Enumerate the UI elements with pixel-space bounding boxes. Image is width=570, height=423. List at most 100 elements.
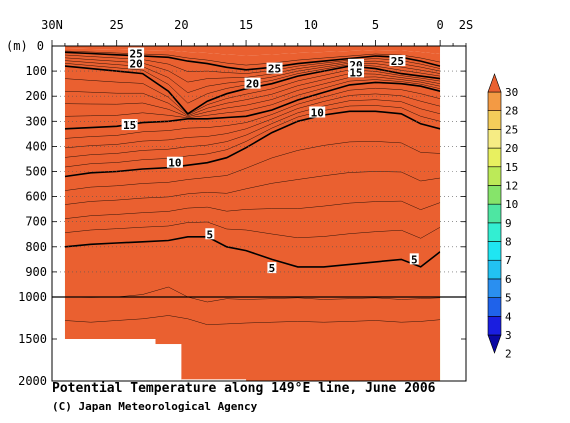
contour-label: 5	[411, 253, 418, 266]
y-tick-label: 2000	[18, 374, 47, 388]
copyright-credit: (C) Japan Meteorological Agency	[52, 400, 258, 413]
contour-label: 25	[391, 55, 404, 68]
isotherm-3	[64, 315, 441, 325]
isotherm-18	[64, 73, 441, 117]
isotherm-4	[64, 286, 441, 303]
contour-label: 25	[129, 48, 142, 61]
contour-label: 15	[349, 66, 362, 79]
isotherm-7	[64, 200, 441, 219]
colorbar-label: 9	[505, 217, 512, 230]
y-tick-label: 300	[25, 114, 47, 128]
isotherm-14	[64, 87, 441, 139]
colorbar-label: 15	[505, 161, 518, 174]
colorbar-label: 4	[505, 310, 512, 323]
y-tick-label: 1500	[18, 332, 47, 346]
colorbar-swatch	[487, 147, 502, 168]
contour-label-background	[166, 156, 183, 168]
colorbar-swatch	[487, 297, 502, 317]
contour-label-background	[205, 228, 215, 240]
x-tick-label: 20	[174, 18, 188, 32]
isotherm-6	[64, 221, 441, 239]
colorbar-label: 8	[505, 236, 512, 249]
isotherm-9	[64, 141, 441, 191]
y-tick-label: 400	[25, 139, 47, 153]
x-tick-label: 10	[304, 18, 318, 32]
isotherm-19	[64, 69, 441, 116]
y-tick-label: 800	[25, 240, 47, 254]
y-tick-label: 100	[25, 64, 47, 78]
colorbar-swatch	[487, 129, 502, 149]
y-tick-label: 700	[25, 215, 47, 229]
colorbar-label: 5	[505, 292, 512, 305]
contour-label: 20	[129, 58, 142, 71]
isotherm-5	[64, 236, 441, 268]
temperature-band-28	[64, 48, 441, 381]
isotherm-13	[64, 93, 441, 149]
colorbar-label: 28	[505, 105, 518, 118]
colorbar-swatch	[487, 203, 502, 224]
contour-label-background	[128, 57, 145, 69]
contour-label: 5	[269, 262, 276, 275]
colorbar-label: 7	[505, 254, 512, 267]
colorbar-swatch	[487, 241, 502, 261]
colorbar-swatch	[487, 278, 502, 298]
isotherm-10	[64, 110, 441, 178]
colorbar-swatch	[487, 110, 502, 130]
x-tick-label: 5	[372, 18, 379, 32]
no-data-region	[155, 344, 182, 381]
y-axis-unit: (m)	[6, 39, 28, 53]
temperature-bands	[64, 46, 441, 381]
contour-label: 10	[168, 157, 181, 170]
y-tick-label: 500	[25, 165, 47, 179]
contour-label: 25	[268, 63, 281, 76]
no-data-regions	[58, 339, 247, 381]
chart-title: Potential Temperature along 149°E line, …	[52, 381, 436, 396]
colorbar: 2 3 4 5 6 7 8 9 10 12 15 20 25 28 30	[487, 73, 518, 361]
y-tick-label: 200	[25, 89, 47, 103]
colorbar-swatch	[487, 316, 502, 336]
isotherm-20	[64, 65, 441, 115]
colorbar-label: 3	[505, 329, 512, 342]
contour-label-background	[389, 55, 406, 67]
contour-label: 5	[207, 228, 214, 241]
colorbar-label: 25	[505, 123, 518, 136]
contour-label: 15	[123, 119, 136, 132]
y-tick-label: 0	[37, 39, 44, 53]
contour-label-background	[121, 119, 138, 131]
isotherm-12	[64, 99, 441, 158]
contour-label-background	[409, 253, 419, 265]
contour-label-background	[267, 262, 277, 274]
contour-label-background	[128, 47, 145, 59]
y-tick-label: 900	[25, 265, 47, 279]
contour-label-background	[309, 106, 326, 118]
colorbar-swatch	[487, 166, 502, 186]
y-axis: 100 200 300 400 500 600 700 800 900 1000 1500 2000 0…	[6, 39, 466, 388]
colorbar-swatch	[487, 91, 502, 111]
colorbar-label: 2	[505, 348, 512, 361]
y-tick-label: 1000	[18, 290, 47, 304]
no-data-region	[58, 339, 156, 381]
colorbar-swatch	[487, 259, 502, 280]
x-tick-label: 30N	[41, 18, 63, 32]
colorbar-label: 20	[505, 142, 518, 155]
contour-label-background	[348, 58, 365, 70]
colorbar-swatch	[487, 185, 502, 205]
x-tick-label: 25	[109, 18, 123, 32]
colorbar-label: 10	[505, 198, 518, 211]
contour-label: 20	[246, 78, 259, 91]
isotherm-16	[64, 79, 441, 119]
contour-label-background	[348, 66, 365, 78]
y-tick-label: 600	[25, 190, 47, 204]
colorbar-swatch	[487, 222, 502, 242]
colorbar-label: 30	[505, 86, 518, 99]
colorbar-label: 6	[505, 273, 512, 286]
no-data-region	[181, 379, 247, 381]
colorbar-extend-low	[487, 334, 502, 354]
isotherm-11	[64, 105, 441, 168]
isotherm-lines	[64, 50, 441, 325]
colorbar-label: 12	[505, 179, 518, 192]
x-axis: 30N 25 20 15 10 5 0 2S	[41, 18, 473, 46]
isotherm-17	[64, 76, 441, 118]
contour-label-background	[244, 77, 261, 89]
